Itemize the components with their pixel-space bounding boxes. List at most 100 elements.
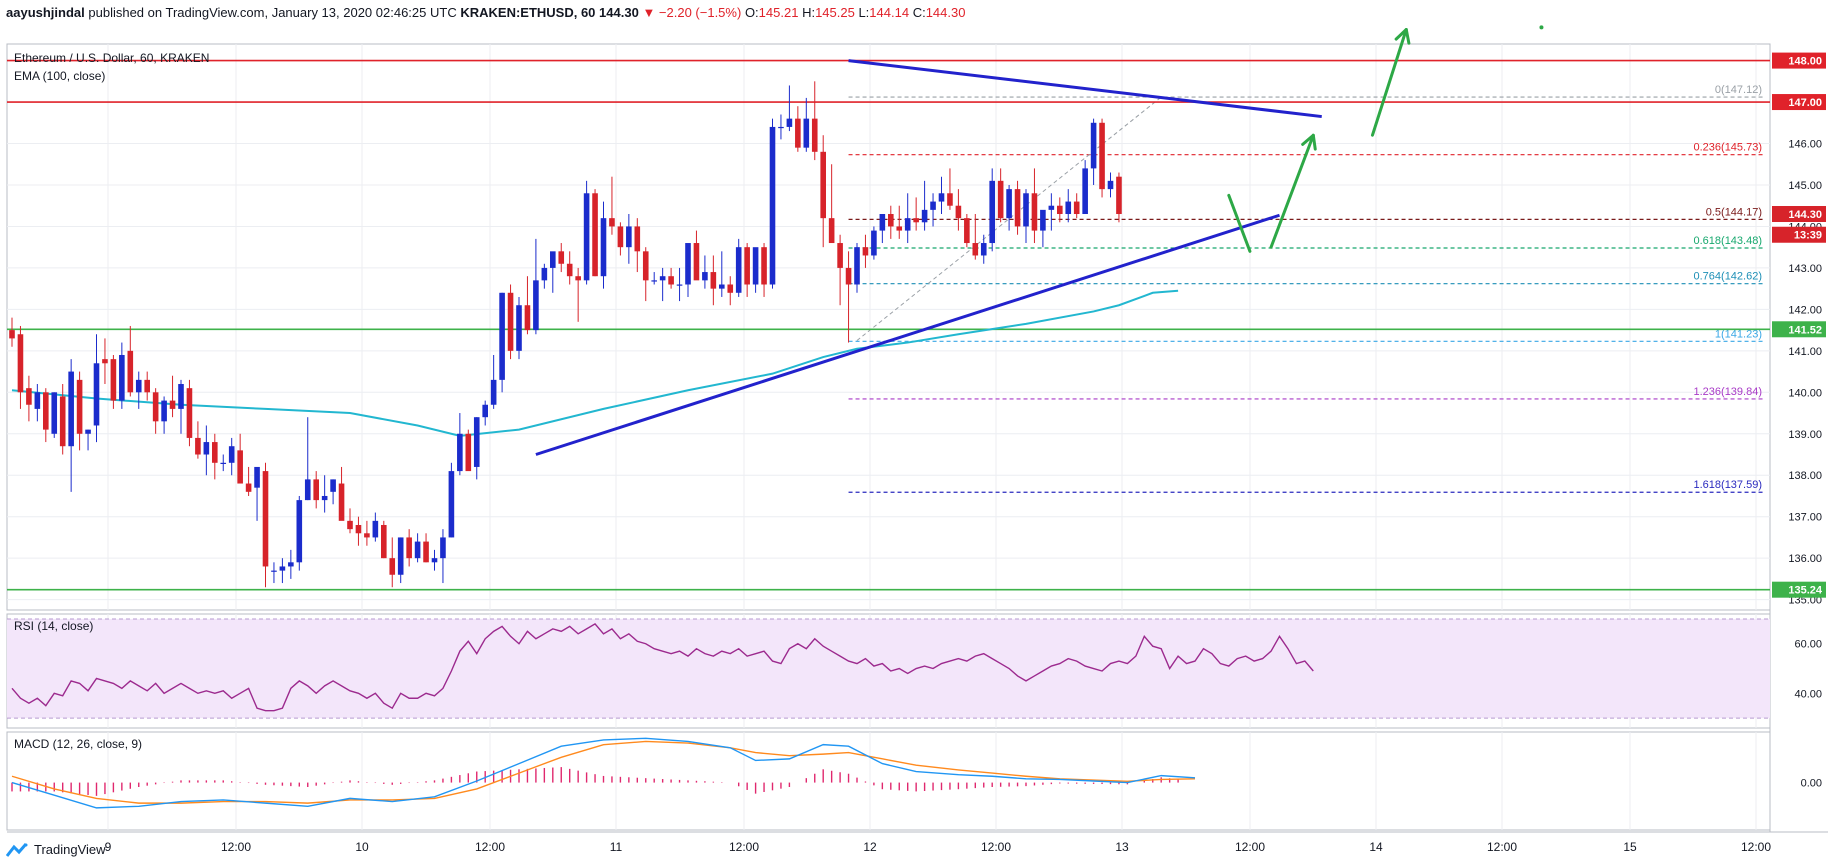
candle-body [1116, 176, 1122, 215]
y-tick-label: 137.00 [1788, 512, 1822, 524]
candle-body [1082, 168, 1088, 215]
x-tick-label: 12:00 [1741, 840, 1771, 854]
fib-level-label: 1(141.23) [1715, 328, 1762, 340]
candle-body [1090, 122, 1097, 169]
candle-body [617, 226, 624, 248]
candle-body [980, 243, 987, 256]
candle-body [1048, 205, 1055, 210]
candle-body [76, 379, 83, 434]
candle-body [17, 334, 24, 393]
price-badge [1772, 206, 1826, 223]
candle-body [685, 243, 691, 285]
candle-body [178, 384, 184, 409]
macd-label: MACD (12, 26, close, 9) [14, 737, 142, 751]
candle-body [727, 284, 734, 293]
candle-body [592, 193, 598, 277]
candle-body [566, 263, 573, 277]
price-axis-badge [1772, 94, 1826, 111]
chart-header: aayushjindal published on TradingView.co… [6, 2, 965, 24]
candle-body [59, 396, 66, 447]
candle-body [642, 251, 649, 281]
candle-body [448, 471, 455, 538]
candle-body [338, 483, 345, 521]
ohlc-o-value: 145.21 [758, 5, 799, 20]
candle-body [634, 226, 641, 252]
trend-line [535, 213, 1280, 456]
candle-body [313, 479, 319, 501]
candle-body [51, 392, 58, 434]
candle-body [888, 214, 894, 227]
x-tick-label: 12:00 [1235, 840, 1265, 854]
candle-body [955, 205, 962, 219]
author-name[interactable]: aayushjindal [6, 5, 85, 20]
candle-body [220, 462, 227, 464]
candle-body [423, 541, 429, 563]
price-badge-label: 13:39 [1794, 230, 1822, 242]
x-tick-label: 9 [105, 840, 112, 854]
candle-body [203, 442, 210, 455]
candle-body [668, 276, 674, 285]
price-axis-badge [1772, 321, 1826, 338]
projection-dot [1539, 25, 1544, 30]
projection-arrow [1269, 133, 1315, 249]
candle-body [744, 247, 750, 285]
candle-body [803, 118, 810, 148]
candle-body [212, 442, 218, 463]
candle-body [820, 151, 826, 219]
y-tick-label: 139.00 [1788, 429, 1822, 441]
macd-pane [6, 731, 1771, 831]
x-tick-label: 12 [863, 840, 877, 854]
candle-body [127, 350, 134, 393]
x-tick-label: 15 [1623, 840, 1637, 854]
candle-body [676, 284, 683, 286]
candle-body [921, 209, 928, 223]
candle-body [769, 126, 776, 285]
x-tick-label: 12:00 [475, 840, 505, 854]
candle-body [1057, 205, 1063, 215]
y-tick-label: 136.00 [1788, 553, 1822, 565]
candle-body [440, 537, 446, 559]
x-tick-label: 14 [1369, 840, 1383, 854]
fib-diagonal-line [856, 96, 1162, 341]
candle-body [228, 446, 235, 463]
candle-body [719, 284, 725, 289]
candle-body [862, 247, 869, 256]
candle-body [1014, 189, 1021, 227]
price-axis-badge [1772, 52, 1826, 69]
candle-body [457, 433, 463, 472]
candle-body [879, 214, 886, 231]
candle-body [499, 292, 505, 380]
candle-body [1031, 193, 1038, 231]
candle-body [609, 218, 615, 227]
macd-signal-line [11, 740, 1196, 804]
y-tick-label: 140.00 [1788, 387, 1822, 399]
candle-body [947, 193, 953, 206]
candle-body [144, 379, 150, 393]
candle-body [795, 118, 801, 148]
price-axis-badge [1772, 581, 1826, 598]
candle-body [161, 400, 167, 422]
candle-body [533, 280, 539, 331]
candle-body [347, 520, 353, 530]
candle-body [364, 533, 370, 538]
candle-body [169, 400, 176, 409]
candle-body [152, 392, 159, 422]
y-tick-label: 141.00 [1788, 346, 1822, 358]
macd-line [11, 737, 1196, 809]
price-axis-badge-label: 147.00 [1788, 97, 1822, 109]
candle-body [135, 379, 142, 393]
y-tick-label: 142.00 [1788, 304, 1822, 316]
candle-body [828, 218, 835, 244]
candle-body [913, 218, 919, 223]
candle-body [381, 524, 387, 559]
candle-body [896, 226, 903, 231]
macd-tick-label: 0.00 [1801, 778, 1822, 790]
ohlc-l-label: L: [858, 5, 870, 20]
fib-level-label: 0.236(145.73) [1694, 142, 1763, 154]
candle-body [651, 280, 657, 282]
candle-body [397, 537, 404, 575]
ohlc-o-label: O: [744, 5, 759, 20]
y-tick-label: 138.00 [1788, 470, 1822, 482]
last-price: 144.30 [599, 5, 639, 20]
